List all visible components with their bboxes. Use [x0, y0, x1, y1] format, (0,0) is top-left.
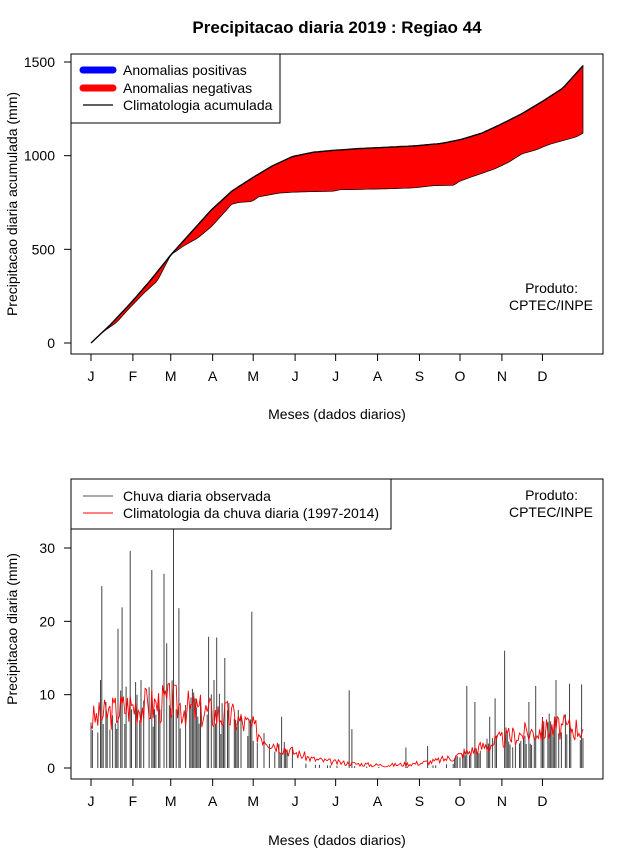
- bottom-x-tick-label: M: [247, 793, 259, 809]
- bottom-x-tick-label: N: [497, 793, 507, 809]
- bottom-x-tick-label: J: [332, 793, 339, 809]
- top-x-tick-label: O: [455, 368, 466, 384]
- bottom-y-tick-label: 0: [47, 760, 55, 776]
- top-product-source: CPTEC/INPE: [509, 297, 593, 313]
- bottom-x-tick-label: J: [292, 793, 299, 809]
- top-x-tick-label: M: [165, 368, 177, 384]
- top-panel: 0 500 1000 1500 J F M A M J J A S O N D Meses (dados d…: [4, 53, 604, 422]
- top-y-tick-label: 1500: [24, 54, 55, 70]
- bottom-y-tick-label: 20: [39, 613, 55, 629]
- bottom-x-tick-label: A: [373, 793, 383, 809]
- bottom-panel: 0 10 20 30 J F M A M J J A S O N D Meses (dados diario…: [4, 478, 604, 848]
- top-x-tick-label: N: [497, 368, 507, 384]
- top-x-tick-label: M: [247, 368, 259, 384]
- bottom-x-tick-label: D: [537, 793, 547, 809]
- bottom-y-tick-label: 30: [39, 540, 55, 556]
- bottom-x-tick-label: S: [415, 793, 424, 809]
- bottom-y-label: Precipitacao diaria (mm): [4, 553, 20, 705]
- bottom-x-tick-label: F: [129, 793, 138, 809]
- legend-label-daily-climatology: Climatologia da chuva diaria (1997-2014): [123, 505, 379, 521]
- daily-rain-bars: [90, 511, 584, 768]
- bottom-product-source: CPTEC/INPE: [509, 504, 593, 520]
- bottom-x-tick-label: J: [88, 793, 95, 809]
- legend-label-negative: Anomalias negativas: [123, 80, 252, 96]
- top-x-tick-label: J: [332, 368, 339, 384]
- bottom-x-tick-label: M: [165, 793, 177, 809]
- top-legend: Anomalias positivas Anomalias negativas …: [70, 53, 281, 124]
- top-x-tick-label: J: [88, 368, 95, 384]
- bottom-x-tick-label: A: [208, 793, 218, 809]
- top-x-tick-label: J: [292, 368, 299, 384]
- bottom-legend-box: [70, 478, 392, 530]
- daily-climatology-polyline: [90, 682, 584, 768]
- bottom-legend: Chuva diaria observada Climatologia da c…: [70, 478, 392, 530]
- top-x-label: Meses (dados diarios): [268, 406, 406, 422]
- climatology-line: [90, 65, 584, 344]
- climatology-accumulated-line: [90, 65, 584, 344]
- top-x-tick-label: D: [537, 368, 547, 384]
- legend-label-climatology: Climatologia acumulada: [123, 97, 273, 113]
- top-y-tick-label: 1000: [24, 148, 55, 164]
- top-y-axis: 0 500 1000 1500: [24, 54, 72, 351]
- top-x-tick-label: A: [373, 368, 383, 384]
- chart-title: Precipitacao diaria 2019 : Regiao 44: [192, 18, 482, 37]
- top-y-label: Precipitacao diaria acumulada (mm): [4, 92, 20, 316]
- bottom-y-tick-label: 10: [39, 687, 55, 703]
- top-x-tick-label: S: [415, 368, 424, 384]
- daily-climatology-line: [90, 682, 584, 768]
- top-y-tick-label: 500: [32, 241, 56, 257]
- legend-label-observed: Chuva diaria observada: [123, 488, 271, 504]
- bottom-product-label: Produto:: [525, 487, 578, 503]
- top-y-tick-label: 0: [47, 335, 55, 351]
- bottom-x-tick-label: O: [455, 793, 466, 809]
- bottom-y-axis: 0 10 20 30: [39, 540, 72, 776]
- top-product-label: Produto:: [525, 280, 578, 296]
- top-x-tick-label: A: [208, 368, 218, 384]
- bottom-x-label: Meses (dados diarios): [268, 832, 406, 848]
- legend-label-positive: Anomalias positivas: [123, 62, 247, 78]
- top-x-tick-label: F: [129, 368, 138, 384]
